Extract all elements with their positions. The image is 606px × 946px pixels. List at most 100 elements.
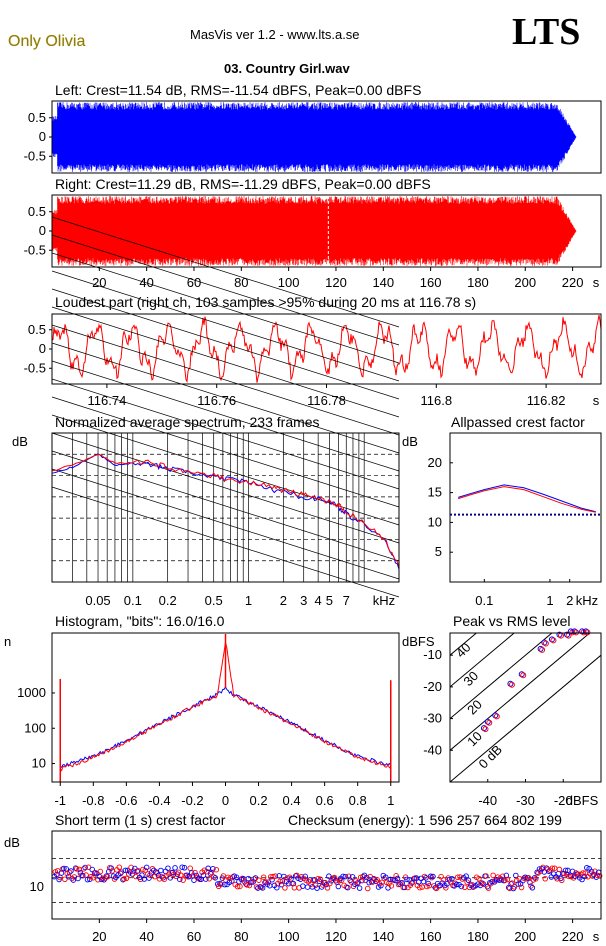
short-crest-point-right bbox=[116, 864, 123, 871]
file-title: 03. Country Girl.wav bbox=[224, 61, 350, 76]
short-crest-point-left bbox=[87, 876, 93, 882]
short-crest-point-right bbox=[149, 865, 156, 872]
peak-rms-diagonal bbox=[450, 633, 591, 751]
short-crest-point-left bbox=[515, 881, 521, 887]
right-waveform-ytick: -0.5 bbox=[24, 242, 46, 257]
short-crest-point-left bbox=[245, 875, 252, 882]
crest-right-trace bbox=[458, 486, 596, 513]
short-crest-point-left bbox=[363, 874, 370, 881]
short-crest-point-right bbox=[502, 877, 508, 883]
short-crest-point-left bbox=[531, 874, 538, 881]
short-term-crest-title: Short term (1 s) crest factor bbox=[55, 812, 226, 828]
short-crest-xtick: 140 bbox=[372, 929, 394, 944]
short-crest-ylabel: dB bbox=[4, 835, 20, 850]
short-crest-point-right bbox=[73, 866, 80, 872]
short-crest-point-left bbox=[167, 875, 174, 881]
histogram-xtick: 0.4 bbox=[283, 793, 301, 808]
short-crest-point-right bbox=[490, 872, 496, 879]
peak-rms-point-right bbox=[493, 713, 500, 720]
short-crest-point-right bbox=[324, 885, 331, 891]
loudest-xtick: 116.74 bbox=[88, 393, 127, 408]
right-waveform-xtick: 20 bbox=[92, 275, 106, 290]
crest-ytick: 10 bbox=[428, 514, 442, 529]
spectrum-slope bbox=[51, 252, 400, 364]
peak-rms-diagonal-label: 20 bbox=[464, 697, 485, 718]
short-crest-point-right bbox=[483, 873, 489, 879]
artist-label: Only Olivia bbox=[8, 33, 86, 50]
right-waveform-trace bbox=[51, 196, 577, 266]
crest-xunit: kHz bbox=[576, 593, 598, 608]
short-crest-point-right bbox=[66, 869, 73, 876]
short-crest-point-left bbox=[311, 877, 318, 883]
short-crest-point-right bbox=[549, 865, 556, 871]
short-crest-point-left bbox=[179, 864, 185, 870]
right-waveform-xtick: 140 bbox=[372, 275, 394, 290]
loudest-xtick: 116.8 bbox=[421, 393, 453, 408]
short-crest-point-right bbox=[594, 872, 601, 879]
peak-rms-point-right bbox=[550, 637, 557, 644]
peak-rms-diagonal-label: 40 bbox=[453, 640, 474, 661]
short-crest-point-right bbox=[90, 874, 96, 881]
short-crest-point-left bbox=[186, 873, 192, 880]
checksum-label: Checksum (energy): 1 596 257 664 802 199 bbox=[288, 812, 562, 828]
peak-rms-diagonal-label: 10 bbox=[464, 728, 485, 749]
short-crest-point-left bbox=[172, 865, 178, 871]
spectrum-xtick: 4 bbox=[315, 593, 322, 608]
short-crest-point-right bbox=[409, 879, 416, 886]
short-crest-point-right bbox=[559, 877, 565, 884]
short-crest-point-left bbox=[139, 872, 145, 878]
short-crest-point-left bbox=[200, 872, 207, 879]
short-crest-point-left bbox=[529, 884, 536, 891]
peak-rms-point-right bbox=[539, 646, 546, 653]
peak-rms-diagonal bbox=[450, 633, 515, 688]
short-crest-point-right bbox=[81, 866, 87, 872]
spectrum-xtick: 0.05 bbox=[85, 593, 110, 608]
spectrum-xtick: 2 bbox=[280, 593, 287, 608]
crest-frame bbox=[449, 432, 602, 583]
spectrum-slope bbox=[51, 468, 400, 580]
peak-rms-diagonal bbox=[450, 633, 478, 656]
spectrum-xunit: kHz bbox=[373, 593, 395, 608]
short-crest-point-right bbox=[282, 885, 288, 891]
short-crest-point-left bbox=[269, 876, 275, 883]
spectrum-xtick: 1 bbox=[245, 593, 252, 608]
crest-ytick: 5 bbox=[435, 544, 442, 559]
short-crest-point-left bbox=[349, 874, 356, 880]
spectrum-slope bbox=[51, 450, 400, 562]
left-waveform-trace bbox=[51, 102, 577, 172]
right-waveform-xtick: 120 bbox=[325, 275, 347, 290]
right-waveform-xtick: 100 bbox=[278, 275, 300, 290]
peak-rms-diagonal-label: 30 bbox=[460, 668, 481, 689]
peak-rms-title: Peak vs RMS level bbox=[453, 613, 571, 629]
spectrum-slope bbox=[51, 432, 400, 544]
spectrum-slope bbox=[51, 324, 400, 436]
short-crest-point-left bbox=[53, 871, 60, 878]
crest-ytick: 20 bbox=[428, 455, 442, 470]
short-crest-point-left bbox=[498, 877, 505, 883]
short-crest-point-left bbox=[465, 877, 472, 884]
short-crest-point-right bbox=[459, 876, 466, 882]
right-waveform-ytick: 0 bbox=[39, 223, 46, 238]
right-waveform-xtick: 200 bbox=[514, 275, 536, 290]
peak-rms-point-right bbox=[584, 629, 591, 636]
short-crest-point-right bbox=[561, 870, 567, 877]
right-waveform-xtick: 160 bbox=[420, 275, 442, 290]
short-crest-point-left bbox=[207, 870, 214, 877]
loudest-xtick: 116.76 bbox=[197, 393, 236, 408]
spectrum-slope bbox=[51, 270, 400, 382]
histogram-xtick: -0.6 bbox=[115, 793, 137, 808]
right-waveform-xtick: 80 bbox=[234, 275, 248, 290]
short-crest-xtick: 60 bbox=[187, 929, 201, 944]
left-waveform-ytick: 0.5 bbox=[28, 110, 46, 125]
histogram-xtick: -1 bbox=[54, 793, 66, 808]
left-waveform bbox=[51, 102, 577, 172]
short-crest-point-left bbox=[508, 881, 514, 887]
peak-rms-ytick: -40 bbox=[423, 742, 442, 757]
short-crest-point-left bbox=[423, 875, 429, 881]
short-crest-point-left bbox=[165, 865, 171, 871]
short-crest-xtick: 180 bbox=[467, 929, 489, 944]
right-waveform-ytick: 0.5 bbox=[28, 204, 46, 219]
short-crest-point-left bbox=[146, 875, 152, 881]
short-crest-point-left bbox=[555, 870, 562, 877]
